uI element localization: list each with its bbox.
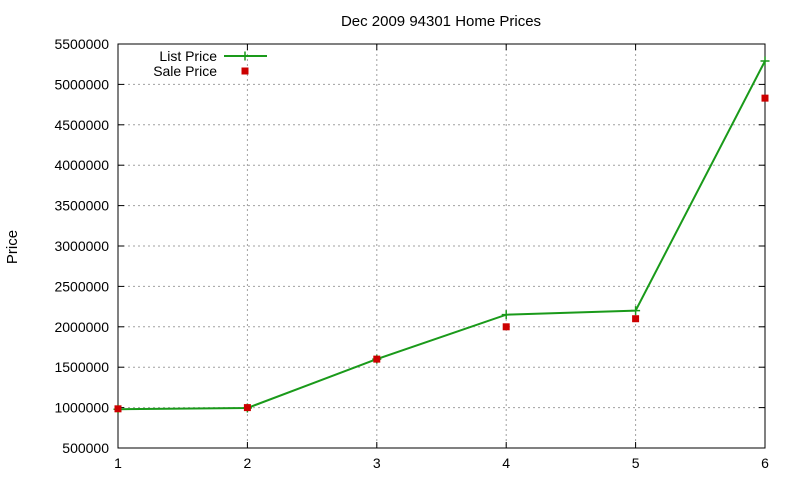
- grid: [118, 44, 765, 448]
- data-point-list-price: [760, 56, 770, 66]
- y-tick-label: 4000000: [54, 157, 109, 173]
- y-tick-label: 1500000: [54, 359, 109, 375]
- y-tick-label: 5000000: [54, 76, 109, 92]
- axis-ticks: 1 2 3 4 5 6 500000 1000000 1500000 2000000 2500000…: [54, 36, 769, 471]
- data-point-sale-price: [373, 355, 381, 363]
- x-tick-label: 2: [244, 455, 252, 471]
- y-tick-label: 3000000: [54, 238, 109, 254]
- y-tick-label: 2500000: [54, 278, 109, 294]
- data-point-sale-price: [502, 323, 510, 331]
- x-tick-label: 1: [114, 455, 122, 471]
- x-tick-label: 6: [761, 455, 769, 471]
- y-tick-label: 2000000: [54, 319, 109, 335]
- legend: List Price Sale Price: [153, 48, 267, 79]
- y-tick-label: 3500000: [54, 198, 109, 214]
- data-point-list-price: [631, 306, 641, 316]
- legend-marker-list-price: [240, 51, 250, 61]
- y-tick-label: 4500000: [54, 117, 109, 133]
- y-tick-label: 1000000: [54, 400, 109, 416]
- data-point-sale-price: [632, 315, 640, 323]
- legend-marker-sale-price: [241, 67, 249, 75]
- x-tick-label: 3: [373, 455, 381, 471]
- series: [113, 56, 770, 414]
- series-list-price: [113, 56, 770, 414]
- legend-label-sale-price: Sale Price: [153, 63, 217, 79]
- data-point-sale-price: [761, 94, 769, 102]
- series-sale-price: [114, 94, 769, 413]
- y-axis-label: Price: [4, 230, 21, 264]
- x-tick-label: 5: [632, 455, 640, 471]
- data-point-list-price: [501, 310, 511, 320]
- y-tick-label: 5500000: [54, 36, 109, 52]
- legend-label-list-price: List Price: [159, 48, 217, 64]
- x-tick-label: 4: [502, 455, 510, 471]
- y-tick-label: 500000: [62, 440, 109, 456]
- series-line-list-price: [117, 60, 766, 411]
- chart-title: Dec 2009 94301 Home Prices: [341, 13, 541, 30]
- data-point-sale-price: [243, 404, 251, 412]
- plot-frame: [117, 43, 766, 449]
- data-point-sale-price: [114, 405, 122, 413]
